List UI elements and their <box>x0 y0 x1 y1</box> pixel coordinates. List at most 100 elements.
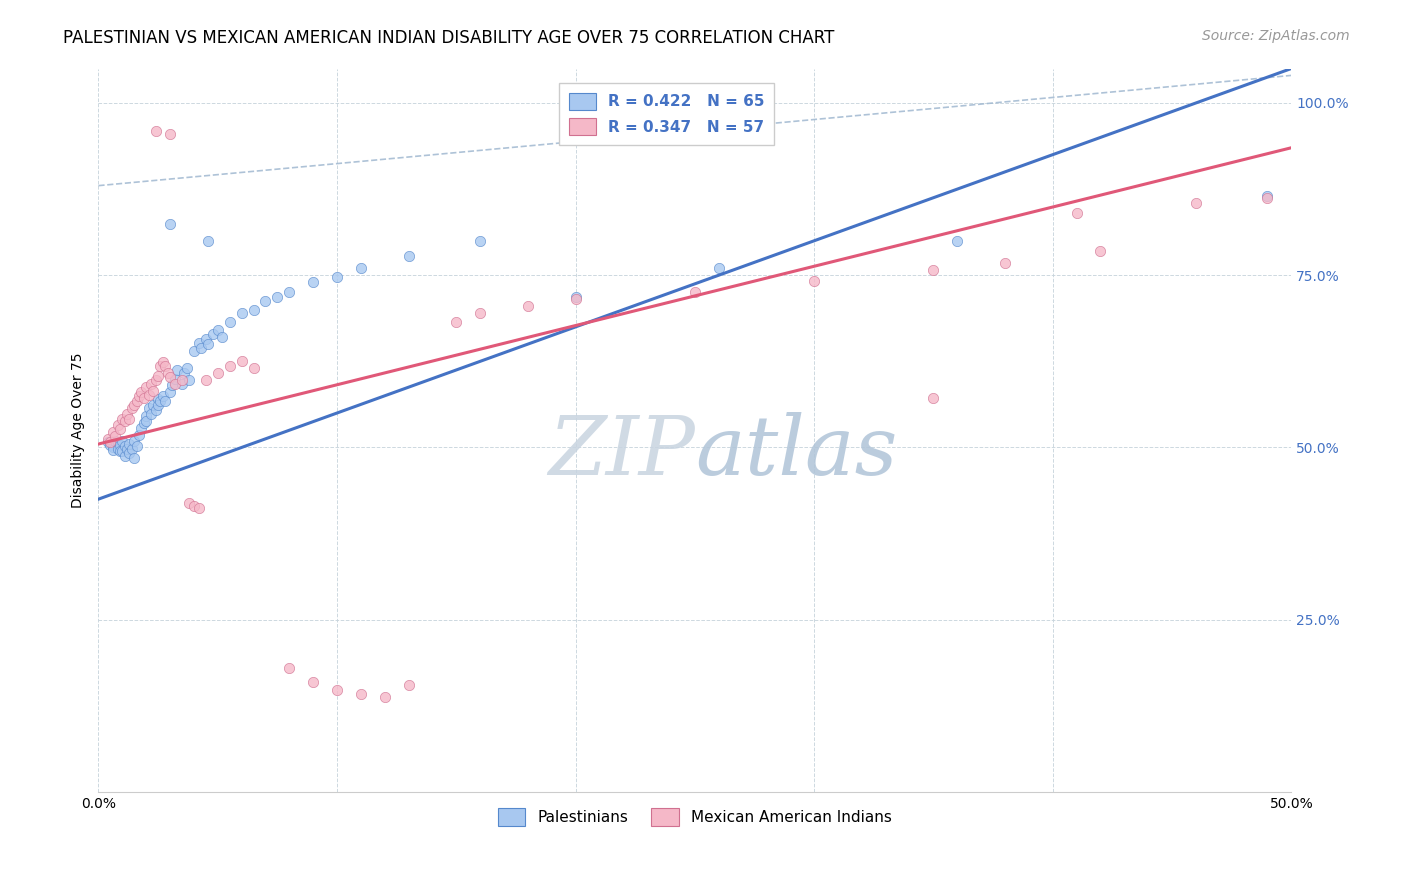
Point <box>142 398 165 412</box>
Point <box>398 249 420 263</box>
Point <box>138 388 160 402</box>
Text: ZIP: ZIP <box>548 412 695 492</box>
Point <box>564 293 586 307</box>
Point <box>98 438 121 452</box>
Point <box>118 437 141 451</box>
Point <box>350 261 373 276</box>
Point <box>121 401 143 415</box>
Point <box>146 368 169 383</box>
Point <box>326 683 349 698</box>
Point <box>145 123 167 137</box>
Point <box>231 306 253 320</box>
Point <box>146 392 169 407</box>
Point <box>159 217 181 231</box>
Point <box>101 441 124 455</box>
Point <box>564 290 586 304</box>
Legend: Palestinians, Mexican American Indians: Palestinians, Mexican American Indians <box>489 799 901 835</box>
Point <box>104 434 127 448</box>
Point <box>122 398 145 412</box>
Point <box>211 330 233 344</box>
Point <box>197 337 219 351</box>
Point <box>107 418 129 433</box>
Point <box>155 393 177 408</box>
Point <box>170 377 193 392</box>
Point <box>194 373 217 387</box>
Point <box>135 380 157 394</box>
Point <box>166 363 188 377</box>
Point <box>446 315 468 329</box>
Point <box>122 450 145 465</box>
Point <box>132 417 155 431</box>
Point <box>207 323 229 337</box>
Point <box>131 385 153 400</box>
Point <box>516 299 538 313</box>
Point <box>121 442 143 456</box>
Point <box>142 384 165 398</box>
Point <box>190 341 212 355</box>
Point <box>242 302 264 317</box>
Point <box>922 262 945 277</box>
Point <box>155 359 177 373</box>
Point <box>1090 244 1112 259</box>
Point <box>946 234 969 248</box>
Point <box>135 414 157 428</box>
Point <box>302 674 325 689</box>
Point <box>326 269 349 284</box>
Point <box>803 274 825 288</box>
Point <box>111 434 134 448</box>
Point <box>1256 191 1278 205</box>
Point <box>97 432 120 446</box>
Point <box>683 285 706 300</box>
Point <box>98 434 121 449</box>
Point <box>207 366 229 380</box>
Point <box>149 359 172 373</box>
Point <box>177 373 200 387</box>
Point <box>218 359 240 373</box>
Point <box>139 408 162 422</box>
Point <box>707 261 730 276</box>
Point <box>111 411 134 425</box>
Point <box>152 355 174 369</box>
Point <box>374 690 396 704</box>
Text: PALESTINIAN VS MEXICAN AMERICAN INDIAN DISABILITY AGE OVER 75 CORRELATION CHART: PALESTINIAN VS MEXICAN AMERICAN INDIAN D… <box>63 29 835 46</box>
Point <box>149 393 172 408</box>
Point <box>125 393 148 408</box>
Point <box>187 335 209 350</box>
Point <box>114 414 136 428</box>
Point <box>922 391 945 405</box>
Y-axis label: Disability Age Over 75: Disability Age Over 75 <box>72 352 86 508</box>
Point <box>139 377 162 392</box>
Point <box>135 409 157 424</box>
Point <box>183 499 205 513</box>
Point <box>242 361 264 376</box>
Point <box>1185 195 1208 210</box>
Point <box>118 446 141 460</box>
Point <box>176 361 198 376</box>
Point <box>108 438 131 452</box>
Point <box>104 429 127 443</box>
Point <box>107 437 129 451</box>
Point <box>128 389 150 403</box>
Point <box>108 422 131 436</box>
Point <box>159 370 181 384</box>
Point <box>128 428 150 442</box>
Point <box>97 434 120 449</box>
Point <box>201 326 224 341</box>
Point <box>197 234 219 248</box>
Point <box>146 398 169 412</box>
Point <box>163 377 186 392</box>
Point <box>350 687 373 701</box>
Point <box>114 439 136 453</box>
Point <box>173 366 195 380</box>
Point <box>470 234 492 248</box>
Point <box>398 678 420 692</box>
Point <box>187 501 209 516</box>
Point <box>111 444 134 458</box>
Text: Source: ZipAtlas.com: Source: ZipAtlas.com <box>1202 29 1350 43</box>
Point <box>194 332 217 346</box>
Point <box>183 344 205 359</box>
Point <box>118 411 141 425</box>
Point <box>170 373 193 387</box>
Point <box>163 371 186 385</box>
Point <box>159 127 181 141</box>
